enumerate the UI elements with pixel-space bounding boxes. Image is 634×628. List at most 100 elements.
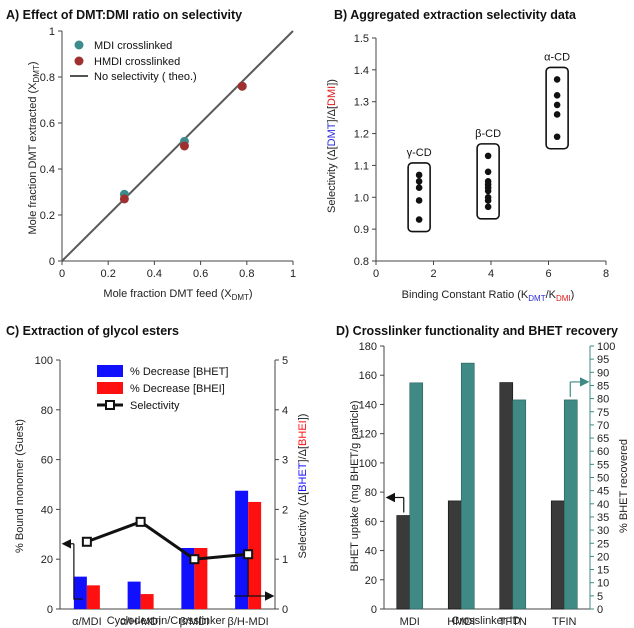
panel-a-ylabel-sub: DMT xyxy=(32,65,41,82)
panel-d-x-tick-label: MDI xyxy=(400,616,420,628)
panel-b-group-box xyxy=(476,143,500,220)
panel-c-x-tick-label: α/MDI xyxy=(72,616,102,628)
panel-d-x-tick-label: TFIN xyxy=(552,616,576,628)
panel-b-point xyxy=(415,178,423,185)
panel-c-y-tick-label: 100 xyxy=(35,355,53,367)
panel-c-y-tick-label-right: 0 xyxy=(282,604,288,616)
panel-d-y-tick-label-right: 60 xyxy=(597,446,609,458)
panel-d-marks xyxy=(385,362,590,610)
legend-label-bhei: % Decrease [BHEI] xyxy=(130,383,225,395)
panel-a-xlabel-sub: DMT xyxy=(232,293,249,302)
panel-c-bar-bhei xyxy=(140,594,154,609)
panel-d-y-tick-label-right: 90 xyxy=(597,367,609,379)
panel-c-y-tick-label-right: 4 xyxy=(282,405,288,417)
panel-d-y-tick-label: 160 xyxy=(359,370,377,382)
panel-b-group-box xyxy=(407,162,431,233)
panel-d-y-tick-label-right: 75 xyxy=(597,407,609,419)
panel-d-bar-recovered xyxy=(460,362,475,610)
panel-a-x-tick-label: 0.4 xyxy=(147,268,162,280)
panel-d-y-tick-label-right: 5 xyxy=(597,591,603,603)
panel-d-title: D) Crosslinker functionality and BHET re… xyxy=(336,324,618,338)
panel-c-bar-bhei xyxy=(86,585,100,609)
panel-c-y-tick-label: 60 xyxy=(41,455,53,467)
panel-c-bar-bhet xyxy=(127,581,141,609)
panel-b-group-label: α-CD xyxy=(544,51,570,63)
panel-a-y-tick-label: 1 xyxy=(49,26,55,38)
panel-a-point-hmdi xyxy=(237,81,247,91)
panel-d-y-tick-label: 140 xyxy=(359,399,377,411)
panel-a-y-tick-label: 0.2 xyxy=(40,210,55,222)
panel-a-x-tick-label: 1 xyxy=(290,268,296,280)
panel-c-ylabel-right-pre: Selectivity (Δ[ xyxy=(297,492,309,559)
panel-c-x-tick-label: α/H-MDI xyxy=(120,616,161,628)
panel-d-bar-uptake xyxy=(396,515,411,610)
panel-c-selectivity-marker xyxy=(243,549,254,560)
panel-c-ylabel-right-mid: ]/Δ[ xyxy=(297,446,309,463)
legend-label-bhet: % Decrease [BHET] xyxy=(130,366,228,378)
panel-b-xlabel-mid: /K xyxy=(546,289,557,301)
panel-b-y-tick-label: 1.1 xyxy=(354,160,369,172)
panel-b-title: B) Aggregated extraction selectivity dat… xyxy=(334,8,577,22)
panel-b-x-tick-label: 4 xyxy=(488,268,494,280)
panel-b-point xyxy=(553,101,561,109)
panel-d-x-tick-label: HMDI xyxy=(447,616,475,628)
panel-b-point xyxy=(415,171,423,179)
legend-label-hmdi: HMDI crosslinked xyxy=(94,56,180,68)
panel-a-theo-line xyxy=(61,30,294,262)
panel-b-ylabel-pre: Selectivity (Δ[ xyxy=(326,146,338,213)
panel-d-y-tick-label-right: 85 xyxy=(597,380,609,392)
panel-a-ylabel-end: ) xyxy=(27,61,39,65)
panel-c-ylabel: % Bound monomer (Guest) xyxy=(14,419,26,553)
panel-a: A) Effect of DMT:DMI ratio on selectivit… xyxy=(6,8,296,302)
panel-a-x-tick-label: 0.8 xyxy=(239,268,254,280)
panel-d-y-tick-label-right: 25 xyxy=(597,538,609,550)
panel-b-point xyxy=(553,76,561,83)
panel-b-ylabel-mid: ]/Δ[ xyxy=(326,106,338,123)
panel-a-xlabel-main: Mole fraction DMT feed (X xyxy=(103,288,232,300)
panel-b-xlabel-main: Binding Constant Ratio (K xyxy=(402,289,529,301)
panel-b-point xyxy=(553,111,561,118)
panel-d-y-tick-label-right: 100 xyxy=(597,341,615,353)
panel-d-ylabel-right: % BHET recovered xyxy=(618,439,630,533)
panel-c-y-tick-label-right: 3 xyxy=(282,455,288,467)
panel-c: C) Extraction of glycol esters 020406080… xyxy=(6,324,309,628)
panel-d-y-tick-label-right: 55 xyxy=(597,459,609,471)
panel-d: D) Crosslinker functionality and BHET re… xyxy=(336,324,630,628)
panel-a-xlabel-end: ) xyxy=(249,288,253,300)
panel-a-y-tick-label: 0.4 xyxy=(40,164,55,176)
panel-b-point xyxy=(484,178,492,185)
panel-b-marks: γ-CD β-CD α-CD xyxy=(407,51,570,233)
panel-b-ylabel-end: ]) xyxy=(326,79,338,86)
panel-d-y-tick-label-right: 30 xyxy=(597,525,609,537)
panel-d-y-tick-label-right: 45 xyxy=(597,486,609,498)
panel-d-y-tick-label-right: 40 xyxy=(597,499,609,511)
legend-label-theo: No selectivity ( theo.) xyxy=(94,71,197,83)
panel-b-axes: 0 2 4 6 8 0.8 0.9 1.0 1.1 1.2 1.3 1.4 1.5 xyxy=(354,33,609,280)
panel-a-point-hmdi xyxy=(119,194,129,204)
panel-c-selectivity-line xyxy=(86,520,249,561)
panel-b-y-tick-label: 1.0 xyxy=(354,192,369,204)
legend-swatch-selectivity-marker xyxy=(105,400,115,410)
panel-c-ylabel-right-bhei: BHEI xyxy=(297,420,309,446)
panel-c-ylabel-right: Selectivity (Δ[BHET]/Δ[BHEI]) xyxy=(297,414,309,559)
panel-d-y-tick-label: 0 xyxy=(371,604,377,616)
panel-b-point xyxy=(484,203,492,211)
panel-c-ylabel-right-end: ]) xyxy=(297,414,309,421)
panel-d-bar-uptake xyxy=(499,382,514,610)
panel-b-xlabel-end: ) xyxy=(571,289,575,301)
legend-label-mdi: MDI crosslinked xyxy=(94,40,172,52)
legend-label-selectivity: Selectivity xyxy=(130,400,180,412)
panel-d-y-tick-label-right: 50 xyxy=(597,473,609,485)
panel-d-bar-uptake xyxy=(550,500,565,610)
panel-d-axes: 0204060801001201401601800510152025303540… xyxy=(359,341,616,628)
panel-a-axes: 0 0.2 0.4 0.6 0.8 1 0 0.2 0.4 0.6 0.8 1 xyxy=(40,26,296,280)
panel-b-point xyxy=(415,216,423,223)
panel-b-point xyxy=(484,152,492,160)
panel-c-y-tick-label-right: 1 xyxy=(282,554,288,566)
panel-b-group-box xyxy=(545,66,569,150)
panel-d-y-tick-label-right: 10 xyxy=(597,578,609,590)
panel-a-xlabel: Mole fraction DMT feed (XDMT) xyxy=(103,288,252,302)
panel-c-selectivity-marker xyxy=(189,554,200,565)
panel-c-y-tick-label: 80 xyxy=(41,405,53,417)
